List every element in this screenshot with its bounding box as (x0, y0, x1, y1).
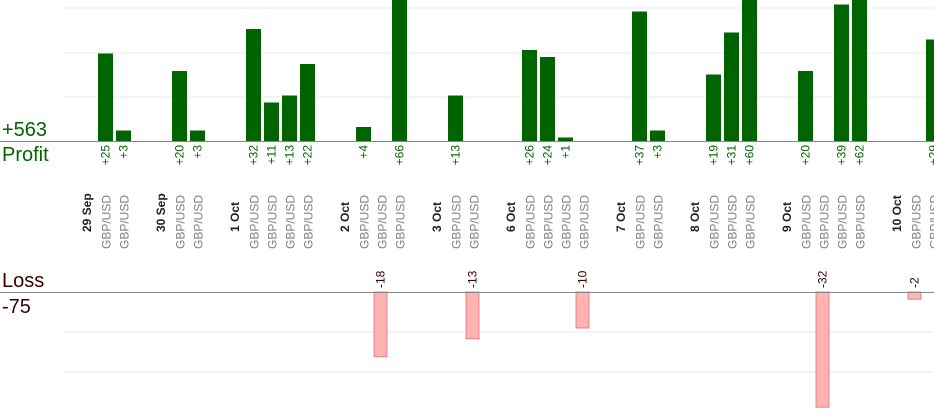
profit-bar (650, 130, 665, 141)
pair-label: GBP/USD (192, 195, 206, 249)
date-label: 8 Oct (688, 202, 702, 232)
pair-label: GBP/USD (744, 195, 758, 249)
date-label: 7 Oct (614, 202, 628, 232)
loss-value-label: -10 (576, 270, 590, 288)
loss-bar (907, 291, 922, 300)
date-label: 29 Sep (80, 193, 94, 232)
profit-value-label: +13 (283, 145, 297, 166)
profit-value-label: +24 (541, 145, 555, 166)
pair-label: GBP/USD (818, 195, 832, 249)
pair-label: GBP/USD (266, 195, 280, 249)
pair-label: GBP/USD (394, 195, 408, 249)
pair-label: GBP/USD (524, 195, 538, 249)
pair-label: GBP/USD (542, 195, 556, 249)
loss-bar (465, 291, 480, 340)
pair-label: GBP/USD (302, 195, 316, 249)
profit-bar (392, 0, 407, 141)
profit-value-label: +66 (393, 145, 407, 166)
profit-bar (540, 57, 555, 141)
profit-value-label: +37 (633, 145, 647, 166)
profit-total: +563 (2, 119, 48, 141)
pair-label: GBP/USD (854, 195, 868, 249)
date-label: 10 Oct (890, 195, 904, 232)
profit-value-label: +20 (173, 145, 187, 166)
profit-bar (852, 0, 867, 141)
profit-bar (522, 50, 537, 141)
profit-value-label: +13 (449, 145, 463, 166)
profit-bar (356, 127, 371, 141)
loss-bar (575, 291, 590, 329)
loss-value-label: -2 (908, 277, 922, 288)
profit-bar (834, 4, 849, 141)
pair-label: GBP/USD (468, 195, 482, 249)
profit-bar (798, 71, 813, 141)
profit-bar (706, 74, 721, 141)
pair-label: GBP/USD (118, 195, 132, 249)
pair-label: GBP/USD (910, 195, 924, 249)
loss-bar (373, 291, 388, 358)
pair-label: GBP/USD (634, 195, 648, 249)
pair-label: GBP/USD (652, 195, 666, 249)
loss-label: Loss (2, 270, 45, 292)
date-label: 9 Oct (780, 202, 794, 232)
pair-label: GBP/USD (578, 195, 592, 249)
pair-label: GBP/USD (800, 195, 814, 249)
profit-bar (926, 39, 934, 141)
profit-value-label: +4 (357, 145, 371, 159)
pair-label: GBP/USD (560, 195, 574, 249)
loss-total: -75 (2, 296, 31, 318)
pair-label: GBP/USD (928, 195, 934, 249)
profit-bar (742, 0, 757, 141)
profit-bar (448, 95, 463, 141)
pair-label: GBP/USD (376, 195, 390, 249)
profit-bar (558, 137, 573, 141)
profit-bar (246, 29, 261, 141)
date-label: 3 Oct (430, 202, 444, 232)
profit-value-label: +3 (191, 145, 205, 159)
pair-label: GBP/USD (358, 195, 372, 249)
profit-value-label: +62 (853, 145, 867, 166)
loss-value-label: -13 (466, 270, 480, 288)
profit-bar (282, 95, 297, 141)
profit-bar (724, 32, 739, 141)
profit-value-label: +60 (743, 145, 757, 166)
profit-value-label: +3 (117, 145, 131, 159)
profit-value-label: +11 (265, 145, 279, 165)
pair-label: GBP/USD (174, 195, 188, 249)
date-label: 6 Oct (504, 202, 518, 232)
pair-label: GBP/USD (450, 195, 464, 249)
pair-label: GBP/USD (708, 195, 722, 249)
loss-bar (815, 291, 830, 408)
profit-value-label: +39 (835, 145, 849, 166)
profit-bar (98, 53, 113, 141)
loss-value-label: -18 (374, 270, 388, 288)
pair-label: GBP/USD (726, 195, 740, 249)
profit-bar (172, 71, 187, 141)
date-label: 30 Sep (154, 193, 168, 232)
pair-label: GBP/USD (836, 195, 850, 249)
profit-bar (632, 11, 647, 141)
date-label: 1 Oct (228, 202, 242, 232)
profit-bar (190, 130, 205, 141)
pair-label: GBP/USD (100, 195, 114, 249)
profit-value-label: +20 (799, 145, 813, 166)
profit-bar (300, 64, 315, 141)
profit-value-label: +19 (707, 145, 721, 166)
profit-bar (264, 102, 279, 141)
profit-value-label: +32 (247, 145, 261, 166)
profit-label: Profit (2, 144, 49, 166)
pair-label: GBP/USD (248, 195, 262, 249)
profit-value-label: +3 (651, 145, 665, 159)
pair-label: GBP/USD (284, 195, 298, 249)
loss-value-label: -32 (816, 270, 830, 288)
profit-value-label: +29 (927, 145, 934, 166)
profit-value-label: +1 (559, 145, 573, 159)
profit-value-label: +25 (99, 145, 113, 166)
profit-value-label: +26 (523, 145, 537, 166)
date-label: 2 Oct (338, 202, 352, 232)
profit-value-label: +22 (301, 145, 315, 166)
profit-value-label: +31 (725, 145, 739, 166)
profit-bar (116, 130, 131, 141)
